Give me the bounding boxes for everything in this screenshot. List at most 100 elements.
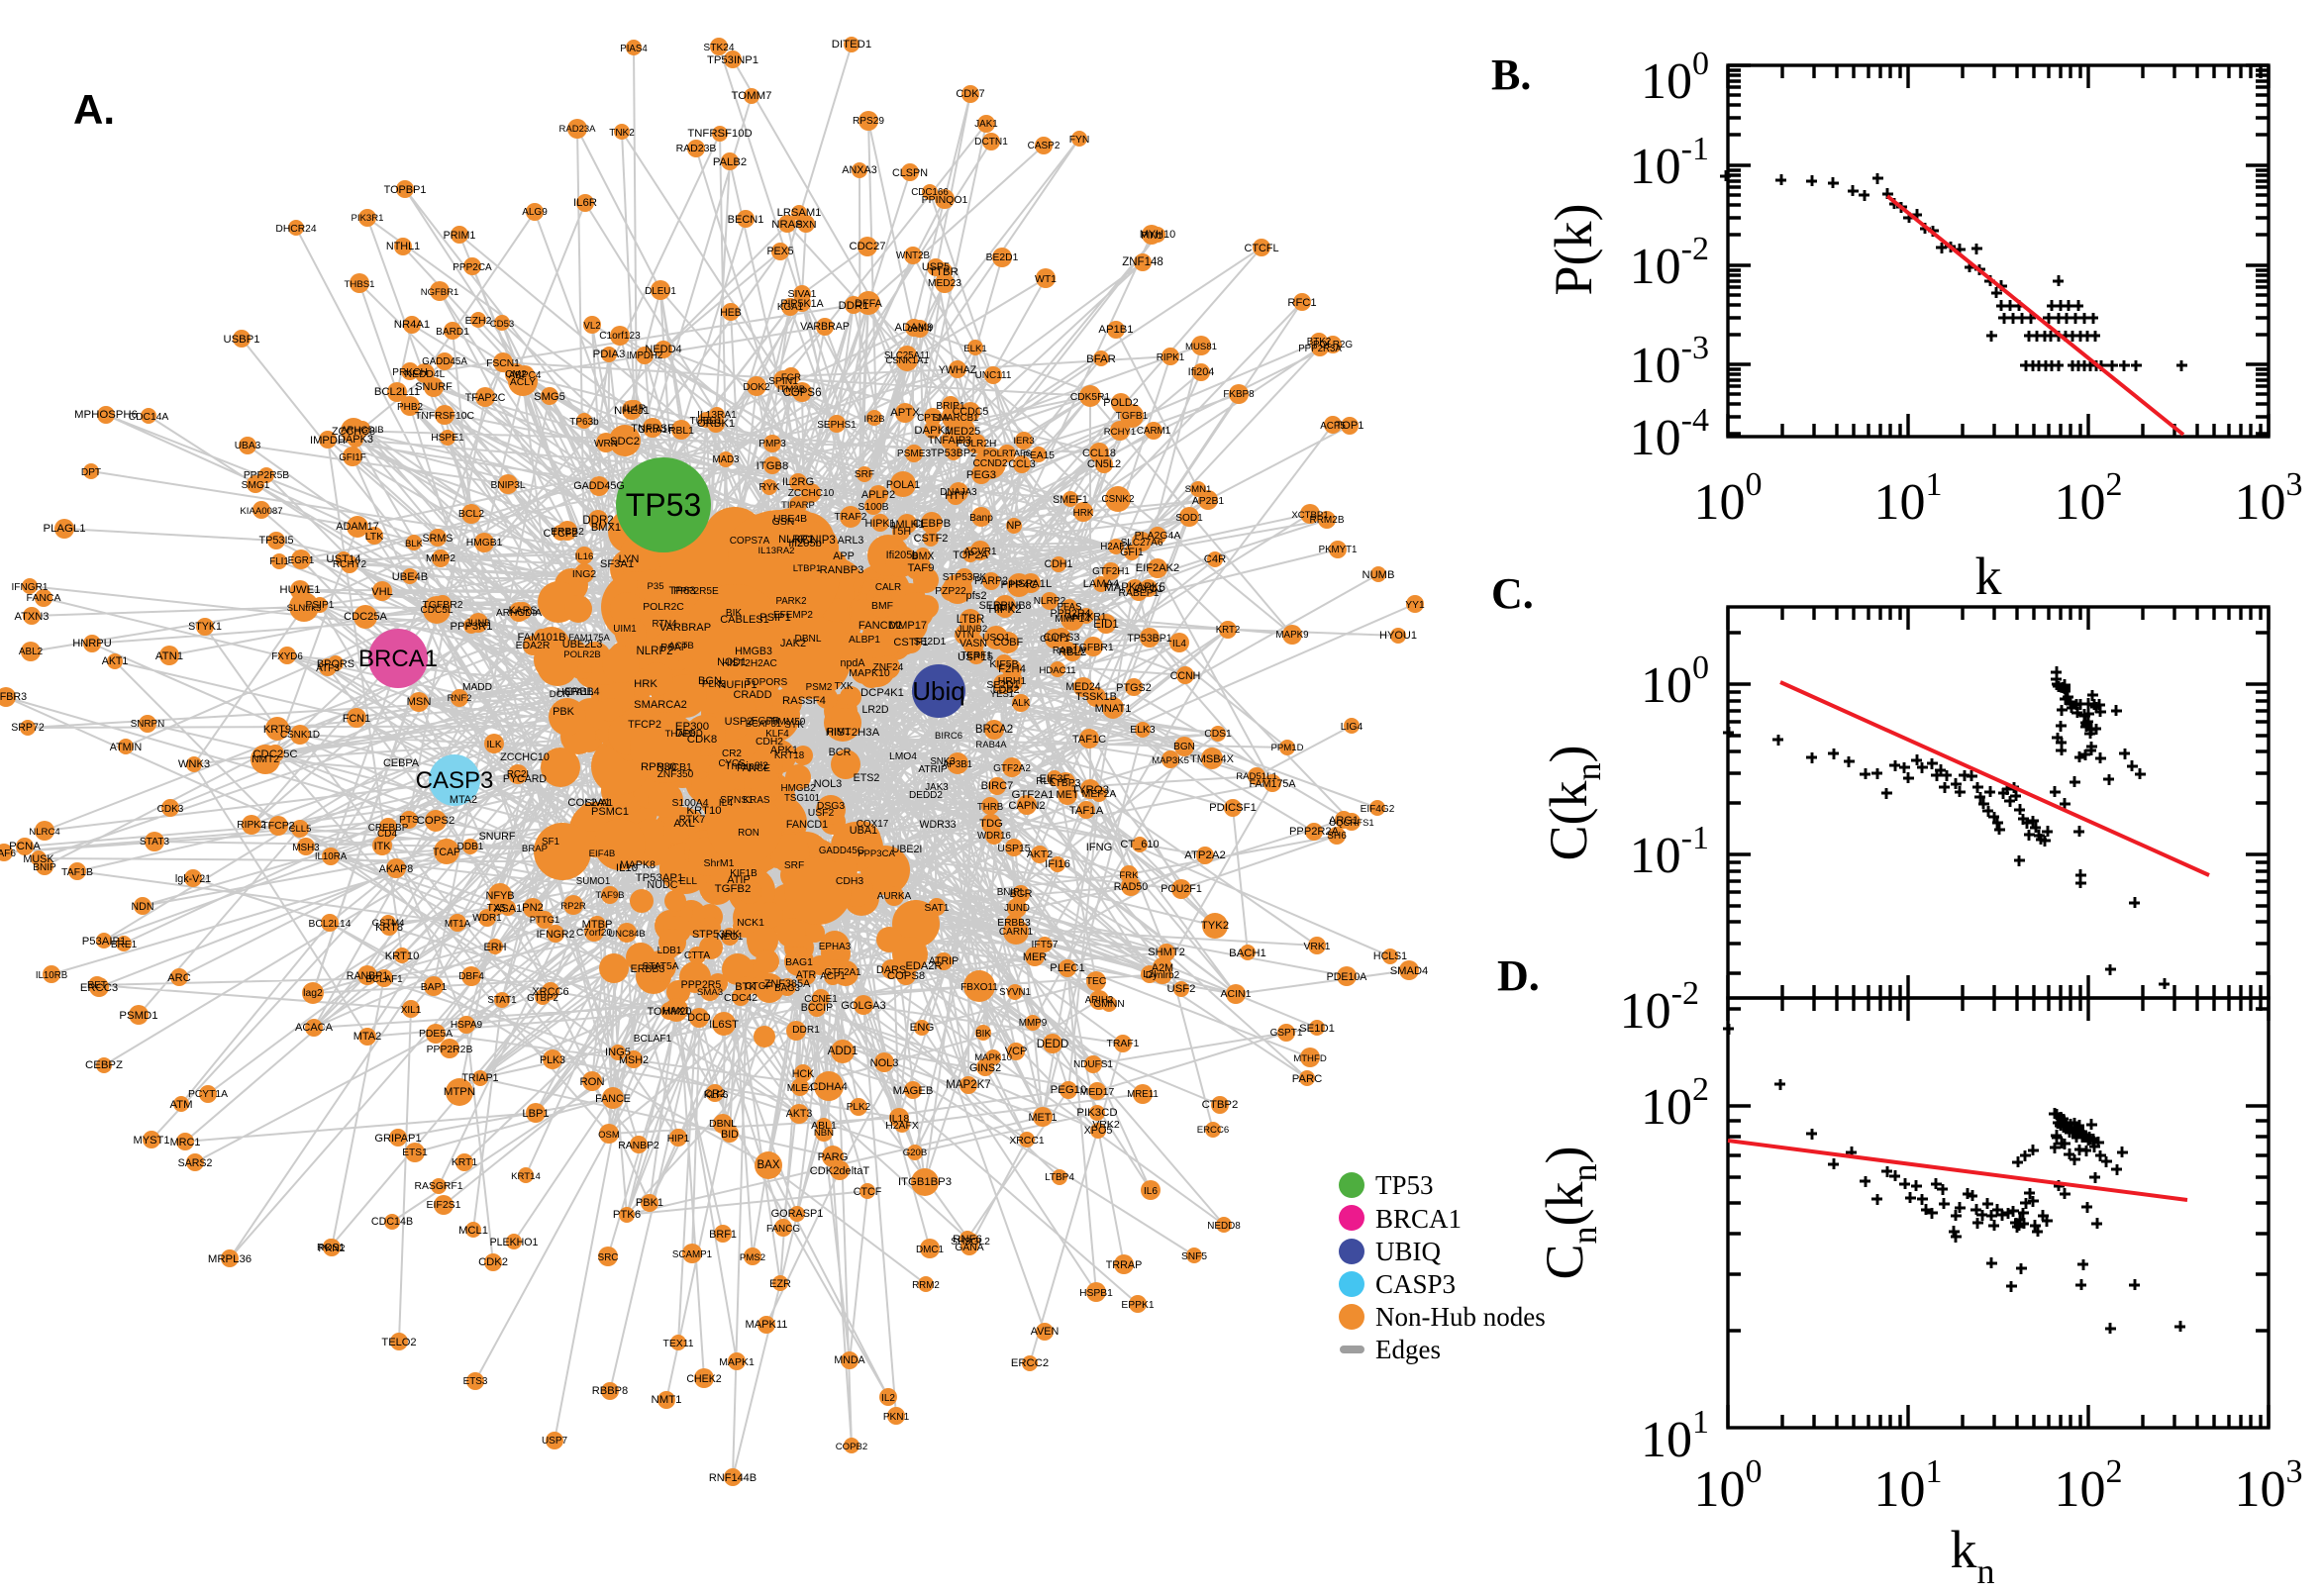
svg-text:MMP2: MMP2 [426,553,455,564]
svg-text:IFNG: IFNG [1086,842,1113,853]
svg-text:ARG1: ARG1 [1329,815,1359,827]
svg-text:KRT10: KRT10 [385,950,420,962]
svg-text:lag2: lag2 [303,988,323,999]
svg-text:TUBG1: TUBG1 [690,416,723,427]
svg-text:TEC: TEC [1086,976,1106,987]
svg-text:TNFRSF10C: TNFRSF10C [415,411,475,422]
svg-text:SCAMP1: SCAMP1 [672,1249,712,1260]
svg-text:HIPK1: HIPK1 [865,518,896,530]
svg-text:P53AIP1: P53AIP1 [82,936,127,948]
svg-text:NUCB1: NUCB1 [656,761,692,773]
svg-text:PXN: PXN [796,220,817,231]
svg-text:NBN: NBN [814,1128,834,1139]
svg-text:XPO5: XPO5 [1084,1125,1113,1137]
svg-text:DDB1: DDB1 [457,842,484,852]
svg-text:PPINQO1: PPINQO1 [922,194,968,206]
svg-text:TP53I5: TP53I5 [258,535,293,547]
svg-text:GSPT1: GSPT1 [1270,1028,1303,1039]
svg-text:JAK2: JAK2 [780,638,806,649]
svg-text:RNF2: RNF2 [448,693,472,704]
svg-text:SF3A1: SF3A1 [600,558,634,570]
svg-text:TP53: TP53 [1375,1170,1434,1200]
svg-text:EIF3F: EIF3F [1039,773,1069,785]
svg-text:MAP3K5: MAP3K5 [1152,755,1189,766]
svg-text:POLRTAF6: POLRTAF6 [983,449,1031,459]
svg-text:KGA1: KGA1 [777,302,803,313]
svg-text:ATR: ATR [796,969,817,981]
svg-text:RABEP1: RABEP1 [1118,588,1159,599]
svg-text:FCN1: FCN1 [343,713,370,725]
svg-text:JUNB: JUNB [465,618,490,629]
svg-text:EIF4B: EIF4B [589,848,616,859]
svg-text:SUMO1: SUMO1 [576,876,610,887]
svg-text:RAD50: RAD50 [1114,881,1149,893]
svg-text:KRT18: KRT18 [774,750,805,761]
svg-text:UBE4B: UBE4B [773,514,807,525]
svg-text:PEX5: PEX5 [766,246,793,257]
svg-text:AKT3: AKT3 [786,1108,813,1120]
svg-text:CSNK1A1: CSNK1A1 [885,355,928,366]
svg-text:MUSK: MUSK [23,853,54,865]
svg-text:PARC: PARC [1292,1073,1323,1085]
svg-text:JAK1: JAK1 [974,119,997,130]
svg-text:DNAJA3: DNAJA3 [940,487,976,498]
svg-text:NOL3: NOL3 [814,778,842,790]
svg-text:PSME3: PSME3 [897,449,932,459]
svg-text:RTN4: RTN4 [652,619,677,630]
svg-text:EID1: EID1 [1093,619,1119,631]
svg-text:DBF4: DBF4 [458,971,484,982]
svg-text:MAPK10: MAPK10 [849,667,890,679]
svg-text:POLR2C: POLR2C [643,602,684,613]
svg-text:BRIP1: BRIP1 [936,401,965,412]
svg-text:NUDC: NUDC [647,879,677,891]
svg-text:D.: D. [1497,951,1540,1000]
svg-text:IL6ST: IL6ST [709,1019,739,1031]
svg-text:BID: BID [721,1129,739,1141]
svg-text:PN2: PN2 [522,902,544,914]
svg-text:UBA3: UBA3 [235,441,261,451]
svg-text:EGR1: EGR1 [288,555,315,566]
svg-text:MNAT1: MNAT1 [1095,703,1132,715]
svg-text:KLF6: KLF6 [704,1090,729,1101]
svg-text:ROS1: ROS1 [317,1243,345,1253]
svg-text:BTK: BTK [735,981,757,993]
svg-text:PDIA3: PDIA3 [593,349,626,360]
svg-text:DFFA: DFFA [855,298,882,310]
svg-text:VCP: VCP [1005,1046,1028,1057]
svg-text:USP15: USP15 [958,651,993,663]
svg-text:KRT8: KRT8 [375,922,403,934]
svg-text:RRM2: RRM2 [912,1280,940,1291]
svg-text:MAPK9: MAPK9 [1275,630,1308,641]
svg-text:YY1: YY1 [1405,600,1425,611]
svg-text:MED25: MED25 [945,426,980,438]
svg-text:CSTF2: CSTF2 [914,533,949,545]
svg-text:TP53AP1: TP53AP1 [636,872,684,884]
svg-text:G20B: G20B [903,1147,928,1158]
svg-text:RET: RET [87,980,107,991]
svg-text:CDC25C: CDC25C [252,748,297,760]
svg-text:STP53RK: STP53RK [943,572,987,583]
svg-text:CDH1: CDH1 [1045,558,1073,570]
svg-text:SH3GL2: SH3GL2 [951,1237,990,1247]
svg-text:PPP2R5B: PPP2R5B [244,470,289,481]
svg-text:ZCCHC10: ZCCHC10 [500,751,550,763]
svg-text:BIK: BIK [975,1029,991,1040]
svg-text:CAPN2: CAPN2 [1008,800,1045,812]
svg-text:YES1: YES1 [990,689,1014,700]
svg-text:CR2: CR2 [704,1088,726,1100]
svg-text:ELK1: ELK1 [963,344,986,354]
svg-text:MAPK1: MAPK1 [719,1356,755,1368]
svg-text:ITK: ITK [374,841,392,852]
svg-text:TOP1: TOP1 [1336,420,1364,432]
svg-text:CDK2: CDK2 [478,1256,508,1268]
svg-text:pfs2: pfs2 [966,590,987,602]
svg-text:Dynlrb2: Dynlrb2 [1146,970,1180,981]
svg-text:LIG4: LIG4 [1341,722,1364,733]
svg-text:THBS1: THBS1 [345,279,375,290]
svg-text:103: 103 [2235,466,2303,531]
svg-text:TNFAIP3: TNFAIP3 [928,435,971,447]
svg-text:PBK: PBK [553,706,575,718]
svg-text:AURKA: AURKA [877,891,912,902]
svg-text:IL13RA1: IL13RA1 [697,410,737,421]
svg-text:UBE2L3: UBE2L3 [562,639,603,650]
